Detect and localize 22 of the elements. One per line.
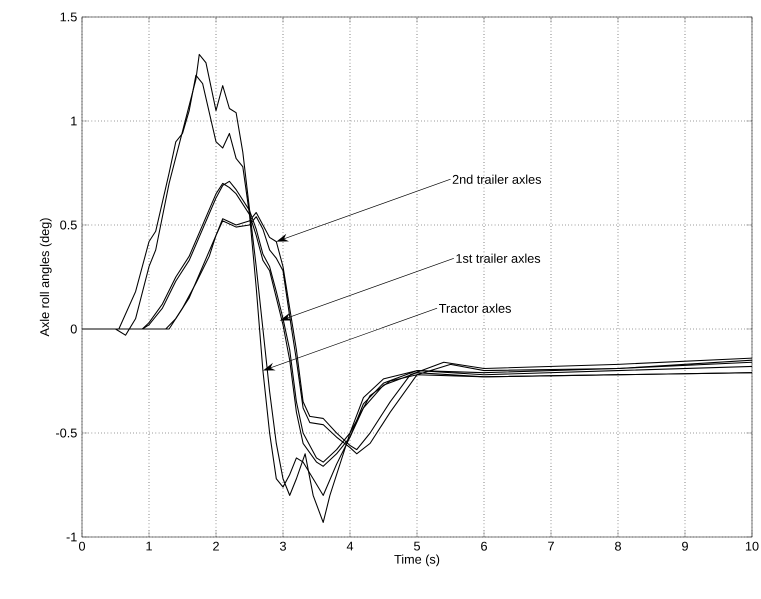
y-tick-label: -0.5 [56,428,77,438]
x-tick-label: 7 [548,542,554,550]
x-tick-label: 6 [481,542,487,551]
x-tick-label: 4 [346,542,354,550]
annotation: 2nd trailer axles [452,174,542,184]
x-tick-label: 0 [78,542,86,551]
x-tick-label: 3 [280,542,286,551]
y-tick-label: -1 [66,532,77,542]
annotation: Tractor axles [438,304,511,313]
y-tick-label: 0 [70,324,77,334]
y-tick-label: 1 [71,116,77,126]
y-tick-label: 1.5 [60,12,77,22]
x-tick-label: 8 [615,542,621,551]
x-tick-label: 5 [414,542,420,551]
x-axis-title: Time (s) [394,554,440,566]
x-tick-label: 2 [213,542,219,551]
y-axis-title: Axle roll angles (deg) [40,218,52,336]
x-tick-label: 1 [146,542,152,550]
annotation: 1st trailer axles [456,254,540,263]
x-tick-label: 9 [682,542,688,551]
y-tick-label: 0.5 [60,220,77,230]
x-tick-label: 10 [746,542,759,551]
